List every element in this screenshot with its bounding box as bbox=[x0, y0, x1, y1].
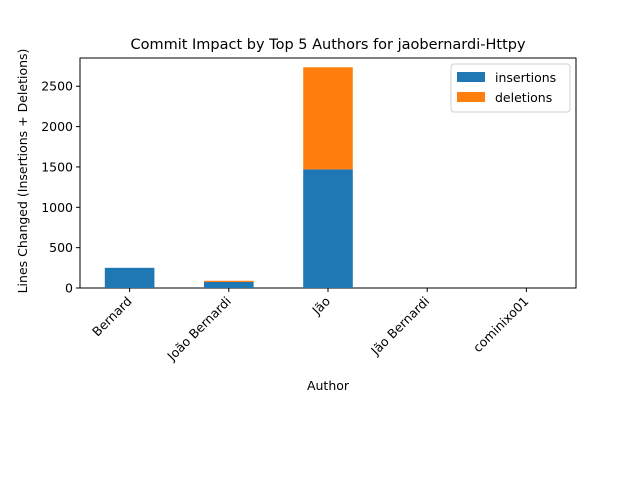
legend-label-insertions: insertions bbox=[495, 70, 556, 85]
legend-swatch-deletions bbox=[457, 92, 485, 102]
x-axis-label: Author bbox=[307, 378, 350, 393]
legend: insertions deletions bbox=[450, 63, 571, 113]
bar-insertions-2 bbox=[303, 169, 353, 288]
bar-deletions-1 bbox=[204, 280, 254, 282]
bar-insertions-0 bbox=[104, 267, 155, 288]
chart-title: Commit Impact by Top 5 Authors for jaobe… bbox=[130, 37, 526, 53]
legend-label-deletions: deletions bbox=[495, 90, 552, 105]
y-axis: 0 500 1000 1500 2000 2500 bbox=[41, 79, 80, 296]
y-tick-label-3: 1500 bbox=[41, 159, 73, 174]
bars-group bbox=[104, 67, 353, 288]
y-axis-label: Lines Changed (Insertions + Deletions) bbox=[15, 49, 30, 294]
bar-deletions-2 bbox=[303, 67, 353, 170]
y-tick-label-1: 500 bbox=[49, 240, 73, 255]
y-tick-label-5: 2500 bbox=[41, 79, 73, 94]
y-tick-label-2: 1000 bbox=[41, 200, 73, 215]
y-tick-label-0: 0 bbox=[65, 281, 73, 296]
bar-insertions-1 bbox=[204, 281, 254, 288]
legend-swatch-insertions bbox=[457, 72, 485, 82]
y-tick-label-4: 2000 bbox=[41, 119, 73, 134]
